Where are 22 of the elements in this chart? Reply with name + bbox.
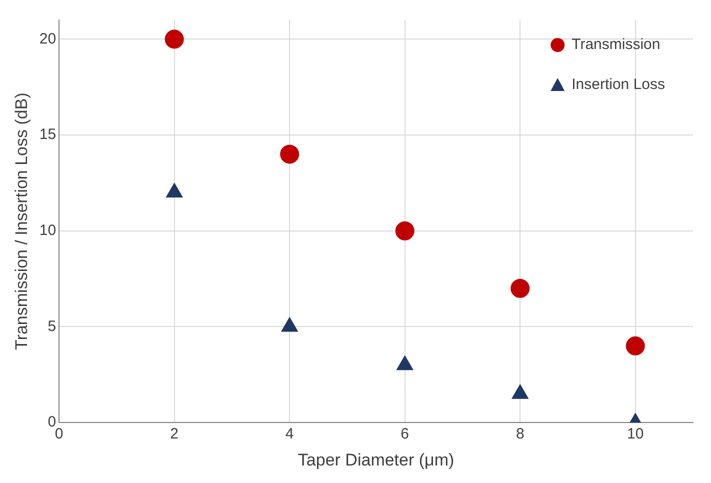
point — [510, 278, 530, 298]
point — [281, 317, 298, 332]
y-tick-label: 0 — [48, 414, 56, 431]
x-tick-label: 10 — [627, 426, 644, 443]
legend-label: Transmission — [572, 36, 660, 54]
point — [280, 144, 300, 164]
y-tick-label: 15 — [39, 126, 56, 144]
x-axis-title: Taper Diameter (μm) — [298, 450, 454, 470]
point — [166, 183, 183, 198]
legend-label: Insertion Loss — [572, 76, 666, 94]
point — [395, 221, 414, 240]
y-tick-label: 5 — [48, 318, 56, 335]
x-tick-label: 8 — [516, 426, 524, 443]
y-tick-label: 20 — [39, 30, 56, 48]
y-tick-label: 10 — [39, 222, 56, 240]
x-tick-label: 2 — [170, 426, 179, 443]
point — [512, 384, 528, 399]
x-tick-label: 6 — [400, 426, 410, 443]
y-axis-title: Transmission / Insertion Loss (dB) — [12, 92, 31, 350]
point — [396, 356, 414, 370]
x-tick-label: 4 — [285, 426, 294, 443]
point — [164, 30, 184, 49]
